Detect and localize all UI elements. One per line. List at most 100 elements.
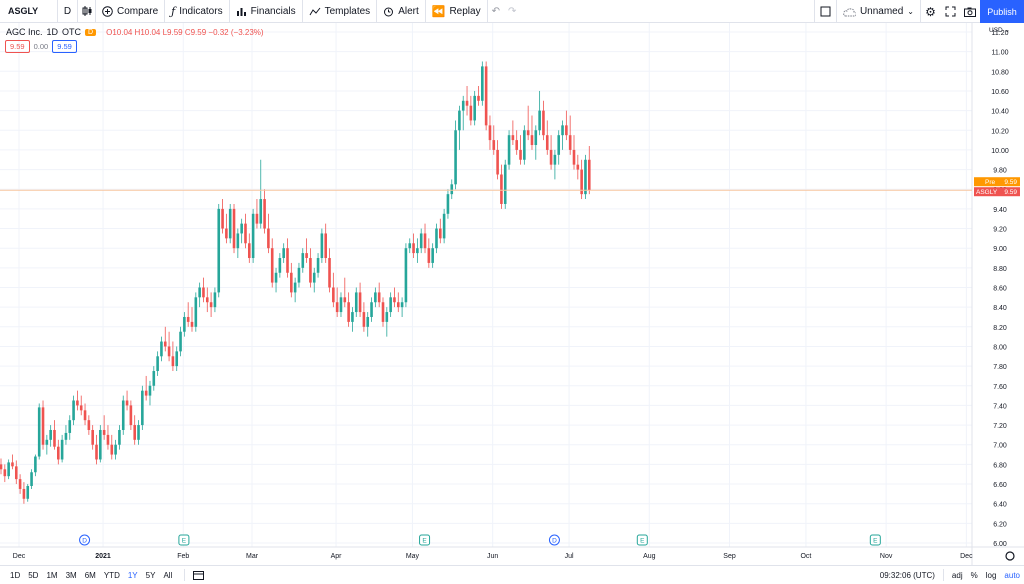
candle[interactable]	[500, 164, 503, 209]
candle[interactable]	[297, 262, 301, 288]
price-axis[interactable]: 6.00 6.20 6.40 6.60 6.80 7.00 7.20 7.40 7.60 7.80…	[989, 27, 1010, 548]
candle[interactable]	[171, 341, 175, 372]
candle[interactable]	[213, 287, 217, 313]
candle[interactable]	[561, 120, 564, 150]
candle[interactable]	[381, 297, 385, 327]
candle[interactable]	[274, 267, 278, 293]
candle[interactable]	[53, 420, 56, 450]
range-ytd[interactable]: YTD	[103, 570, 120, 580]
candle[interactable]	[538, 90, 541, 136]
candle[interactable]	[259, 159, 263, 229]
candle[interactable]	[79, 395, 83, 416]
candle[interactable]	[76, 390, 79, 411]
candle[interactable]	[114, 439, 117, 460]
dividend-marker[interactable]: D	[79, 534, 91, 546]
range-5d[interactable]: 5D	[28, 570, 39, 580]
candle[interactable]	[576, 154, 580, 180]
candle[interactable]	[511, 120, 515, 146]
range-1y[interactable]: 1Y	[127, 570, 138, 580]
snapshot-button[interactable]	[960, 0, 980, 23]
candle[interactable]	[347, 292, 350, 327]
candle[interactable]	[465, 86, 469, 116]
candle[interactable]	[526, 105, 530, 141]
replay-button[interactable]: ⏪ Replay	[426, 0, 488, 23]
candle[interactable]	[232, 203, 236, 254]
candle[interactable]	[95, 434, 98, 465]
candle[interactable]	[144, 375, 148, 401]
candle[interactable]	[488, 115, 492, 150]
candle[interactable]	[534, 125, 538, 160]
candle[interactable]	[209, 292, 213, 317]
candle[interactable]	[324, 223, 327, 263]
candle[interactable]	[442, 208, 446, 244]
layout-menu-button[interactable]: Unnamed ⌄	[836, 0, 920, 23]
candle[interactable]	[423, 223, 427, 254]
candle[interactable]	[553, 149, 557, 180]
candle[interactable]	[228, 203, 232, 244]
candle[interactable]	[221, 199, 224, 234]
candle[interactable]	[183, 312, 186, 337]
candle[interactable]	[351, 307, 354, 332]
publish-button[interactable]: Publish	[980, 0, 1024, 23]
candle[interactable]	[557, 130, 561, 165]
candle[interactable]	[30, 469, 33, 489]
currency-label[interactable]: USD ⌄	[989, 27, 1010, 34]
sell-button[interactable]: 9.59	[5, 40, 30, 53]
layout-square-button[interactable]	[814, 0, 836, 23]
candle[interactable]	[106, 425, 110, 450]
candle[interactable]	[412, 233, 415, 259]
candle[interactable]	[549, 135, 553, 170]
earnings-marker[interactable]: E	[636, 534, 648, 546]
candle[interactable]	[91, 425, 94, 450]
candle[interactable]	[125, 390, 129, 411]
candle[interactable]	[282, 243, 285, 263]
alert-button[interactable]: Alert	[377, 0, 426, 23]
candle[interactable]	[37, 403, 41, 460]
candle[interactable]	[236, 228, 240, 259]
candle[interactable]	[225, 213, 228, 244]
candle[interactable]	[481, 61, 484, 106]
candle[interactable]	[11, 454, 14, 470]
candle[interactable]	[26, 484, 30, 502]
candle[interactable]	[7, 459, 10, 480]
candle[interactable]	[3, 464, 7, 483]
candle[interactable]	[118, 425, 121, 450]
candle[interactable]	[267, 213, 270, 254]
candle[interactable]	[45, 434, 49, 455]
candle[interactable]	[458, 105, 461, 150]
candle[interactable]	[0, 458, 3, 475]
candle[interactable]	[316, 253, 320, 278]
candle[interactable]	[102, 415, 106, 440]
candle[interactable]	[374, 287, 377, 308]
candle[interactable]	[152, 366, 156, 391]
candle[interactable]	[137, 420, 140, 445]
candle[interactable]	[568, 115, 572, 155]
candle[interactable]	[263, 189, 266, 234]
fullscreen-button[interactable]	[940, 0, 960, 23]
candle[interactable]	[515, 130, 518, 155]
candle[interactable]	[358, 282, 362, 317]
range-1d[interactable]: 1D	[10, 570, 21, 580]
range-all[interactable]: All	[163, 570, 173, 580]
candle[interactable]	[18, 474, 22, 494]
candle[interactable]	[503, 159, 507, 209]
time-axis[interactable]: Dec 2021 Feb Mar Apr May Jun Jul Aug Sep Oct Nov Dec	[13, 553, 973, 560]
candle[interactable]	[408, 238, 412, 254]
settings-corner-button[interactable]	[1005, 551, 1015, 561]
settings-button[interactable]: ⚙	[920, 0, 940, 23]
candle[interactable]	[377, 282, 381, 308]
log-toggle[interactable]: log	[985, 570, 997, 580]
candle[interactable]	[435, 223, 438, 254]
candle[interactable]	[72, 395, 75, 426]
candle[interactable]	[507, 130, 511, 170]
candle[interactable]	[34, 454, 37, 477]
range-1m[interactable]: 1M	[46, 570, 58, 580]
candle[interactable]	[309, 248, 312, 288]
candle[interactable]	[542, 100, 545, 141]
candle[interactable]	[270, 238, 274, 288]
candle[interactable]	[305, 238, 308, 263]
candle[interactable]	[160, 336, 163, 362]
adj-toggle[interactable]: adj	[951, 570, 963, 580]
candle[interactable]	[572, 135, 576, 170]
candle[interactable]	[194, 292, 198, 332]
